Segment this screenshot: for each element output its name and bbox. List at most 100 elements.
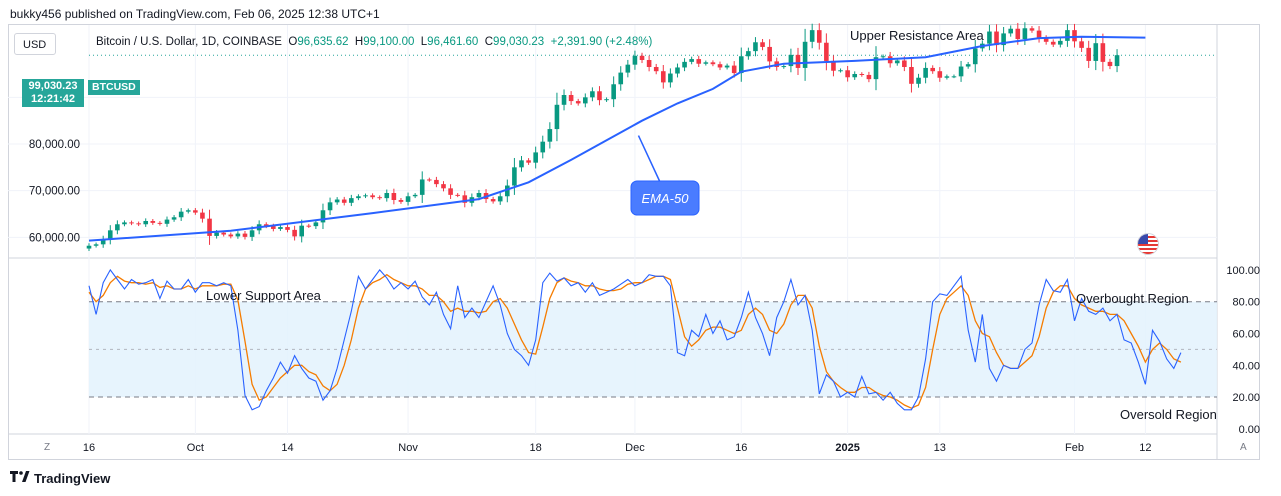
candle-body: [1036, 30, 1042, 39]
candle-body: [100, 239, 106, 245]
chart-frame: [8, 24, 1260, 460]
candle-body: [852, 74, 858, 78]
candle-body: [1043, 38, 1049, 42]
candle-body: [951, 76, 957, 78]
candle-body: [320, 210, 326, 223]
candle-body: [271, 226, 276, 229]
candle-body: [816, 30, 822, 43]
candle-body: [632, 55, 638, 65]
candle-body: [916, 77, 921, 84]
candle-body: [306, 225, 312, 227]
candle-body: [235, 233, 241, 237]
candle-body: [171, 217, 177, 220]
candle-body: [455, 194, 460, 196]
candle-body: [675, 67, 680, 74]
candle-body: [185, 210, 191, 212]
candle-body: [349, 198, 354, 203]
candle-body: [795, 54, 801, 68]
us-flag-icon: [1137, 233, 1159, 255]
candle-body: [902, 60, 907, 67]
legend-low: 96,461.60: [427, 36, 479, 48]
candle-body: [533, 152, 538, 163]
legend-symbol: Bitcoin / U.S. Dollar, 1D, COINBASE: [96, 36, 282, 48]
candle-body: [696, 59, 702, 64]
candle-body: [143, 221, 149, 225]
candle-body: [263, 224, 269, 227]
candle-body: [115, 224, 120, 231]
countdown-timer: 12:21:42: [30, 93, 76, 105]
candle-body: [434, 179, 439, 185]
timezone-button[interactable]: Z: [44, 442, 51, 453]
candle-body: [717, 64, 723, 68]
auto-scale-button[interactable]: A: [1240, 442, 1247, 453]
candle-body: [1058, 40, 1063, 45]
legend-h-label: H: [354, 36, 364, 48]
candle-body: [122, 222, 127, 225]
candle-body: [873, 57, 879, 80]
legend-open: 96,635.62: [297, 36, 349, 48]
candle-body: [164, 219, 170, 224]
candle-body: [384, 193, 390, 199]
candle-body: [1065, 30, 1070, 41]
candle-body: [427, 179, 432, 181]
candle-body: [838, 70, 843, 72]
candle-body: [292, 229, 297, 237]
brand-name: TradingView: [34, 471, 111, 486]
candle-body: [363, 195, 368, 197]
candle-body: [1015, 28, 1021, 39]
candle-body: [866, 74, 872, 80]
currency-button[interactable]: USD: [14, 33, 56, 55]
legend-c-label: C: [484, 36, 494, 48]
candle-body: [767, 46, 772, 62]
candle-body: [958, 66, 964, 77]
candle-body: [597, 91, 602, 101]
candle-body: [129, 222, 134, 224]
legend-o-label: O: [288, 36, 298, 48]
price-tick-label: 70,000.00: [29, 186, 80, 198]
candle-body: [327, 202, 333, 211]
candle-body: [1072, 30, 1077, 42]
candle-body: [242, 233, 248, 237]
candle-body: [965, 64, 971, 67]
candle-body: [554, 104, 560, 130]
candle-body: [731, 65, 737, 74]
ema-callout-pointer: [637, 135, 661, 183]
candle-body: [660, 71, 666, 83]
candle-body: [512, 167, 517, 186]
candle-body: [86, 245, 92, 249]
x-tick-label: 2025: [835, 442, 859, 454]
x-tick-label: 14: [281, 442, 293, 454]
price-tick-label: 60,000.00: [29, 232, 80, 244]
tradingview-brand: TradingView: [10, 471, 110, 486]
candle-body: [809, 30, 815, 42]
candle-body: [1022, 28, 1028, 39]
lower-support-label: Lower Support Area: [206, 288, 322, 303]
candle-body: [639, 55, 645, 60]
candle-body: [441, 184, 446, 189]
candle-body: [987, 31, 992, 44]
osc-tick-label: 20.00: [1232, 392, 1260, 404]
candle-body: [278, 227, 283, 229]
candle-body: [391, 193, 397, 200]
candle-body: [519, 160, 524, 168]
candle-body: [930, 67, 936, 72]
candle-body: [894, 60, 900, 64]
candle-body: [788, 54, 794, 67]
candle-body: [1093, 43, 1099, 61]
candle-body: [710, 62, 716, 65]
candle-body: [611, 84, 616, 100]
candle-body: [604, 99, 609, 101]
ema-callout-label: EMA-50: [642, 191, 690, 206]
candle-body: [150, 221, 156, 223]
candle-body: [831, 60, 836, 71]
candle-body: [646, 60, 652, 67]
oversold-label: Oversold Region: [1120, 407, 1217, 422]
x-tick-label: Dec: [625, 442, 645, 454]
candle-body: [1114, 55, 1120, 67]
stoch-k-line: [88, 268, 1182, 411]
candle-body: [341, 199, 347, 203]
upper-resistance-label: Upper Resistance Area: [850, 28, 984, 43]
candle-body: [497, 196, 503, 202]
candle-body: [568, 95, 574, 102]
